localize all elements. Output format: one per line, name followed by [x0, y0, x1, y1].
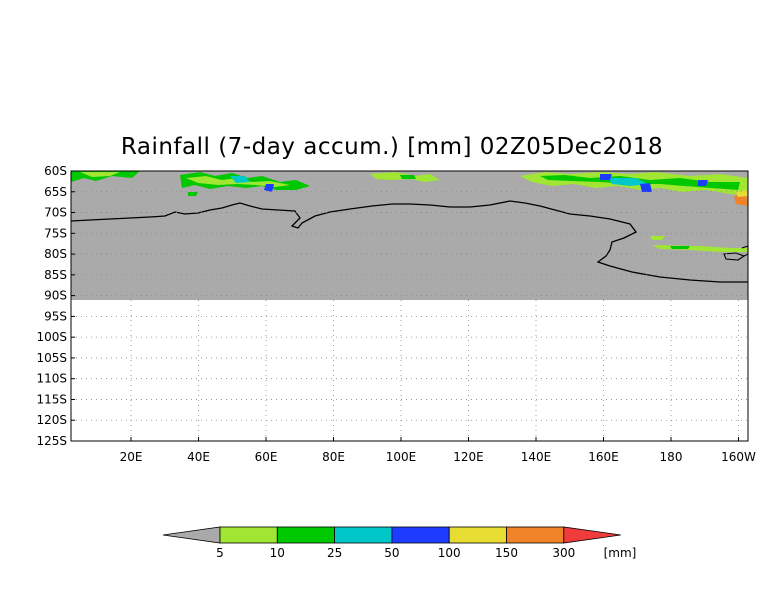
colorbar-unit: [mm] [604, 546, 637, 560]
lat-tick-label: 60S [44, 164, 67, 178]
rain-patch-140e-teal [608, 178, 648, 186]
colorbar-bin [391, 526, 450, 544]
coastline-ross-island [723, 252, 746, 261]
lat-tick-label: 80S [44, 247, 67, 261]
lat-tick-label: 110S [36, 372, 67, 386]
colorbar-label: 300 [552, 546, 575, 560]
rain-patch-140e-blue3 [698, 180, 708, 186]
colorbar-label: 150 [495, 546, 518, 560]
lon-tick-label: 140E [521, 450, 552, 464]
map-grid [71, 191, 748, 441]
colorbar-bin [276, 526, 335, 544]
colorbar-under-arrow [162, 526, 221, 544]
rain-patch-west-light [80, 172, 120, 177]
lon-tick-label: 60E [255, 450, 278, 464]
rain-patch-100e-green [400, 175, 416, 179]
lat-tick-label: 85S [44, 268, 67, 282]
lon-tick-label: 20E [120, 450, 143, 464]
colorbar-bin [506, 526, 565, 544]
lat-tick-label: 105S [36, 351, 67, 365]
lon-tick-label: 40E [187, 450, 210, 464]
land-mask [71, 171, 748, 300]
lat-tick-label: 95S [44, 309, 67, 323]
rain-patch-140e-blue1 [600, 174, 612, 180]
coastline [70, 200, 748, 283]
map-plot [70, 170, 749, 442]
lon-tick-label: 180 [660, 450, 683, 464]
rain-patch-ross-1 [650, 236, 665, 240]
lon-tick-label: 160W [721, 450, 756, 464]
lat-tick-label: 125S [36, 434, 67, 448]
longitude-axis: 20E 40E 60E 80E 100E 120E 140E 160E 180 160W [120, 437, 756, 464]
colorbar-label: 100 [438, 546, 461, 560]
lat-tick-label: 75S [44, 226, 67, 240]
colorbar-label: 25 [327, 546, 342, 560]
rain-patch-east-edge-orange [734, 194, 748, 206]
precipitation-patches [71, 171, 748, 252]
colorbar-bin [219, 526, 278, 544]
colorbar: 5 10 25 50 100 150 300 [mm] [162, 526, 637, 560]
lat-tick-label: 115S [36, 392, 67, 406]
lon-tick-label: 120E [453, 450, 484, 464]
rain-patch-ross-3 [670, 246, 690, 249]
colorbar-bin [334, 526, 393, 544]
lat-tick-label: 120S [36, 413, 67, 427]
latitude-axis: 60S 65S 70S 75S 80S 85S 90S 95S 100S 105S 110S 115S… [36, 164, 75, 448]
colorbar-bin [448, 526, 507, 544]
lon-tick-label: 100E [386, 450, 417, 464]
colorbar-label: 50 [384, 546, 399, 560]
rain-patch-140e-blue2 [640, 183, 652, 192]
map-title: Rainfall (7-day accum.) [mm] 02Z05Dec201… [120, 134, 664, 160]
colorbar-label: 5 [216, 546, 224, 560]
colorbar-label: 10 [270, 546, 285, 560]
lat-tick-label: 100S [36, 330, 67, 344]
rain-patch-60e-teal [230, 176, 250, 183]
lat-tick-label: 65S [44, 185, 67, 199]
rain-patch-55e-small [188, 192, 198, 196]
lat-tick-label: 90S [44, 289, 67, 303]
lon-tick-label: 80E [322, 450, 345, 464]
rain-patch-60e-blue [264, 184, 274, 192]
rain-patch-east-edge-yellow [736, 190, 748, 197]
lon-tick-label: 160E [588, 450, 619, 464]
plot-frame [70, 170, 749, 442]
colorbar-over-arrow [563, 526, 621, 544]
lat-tick-label: 70S [44, 206, 67, 220]
